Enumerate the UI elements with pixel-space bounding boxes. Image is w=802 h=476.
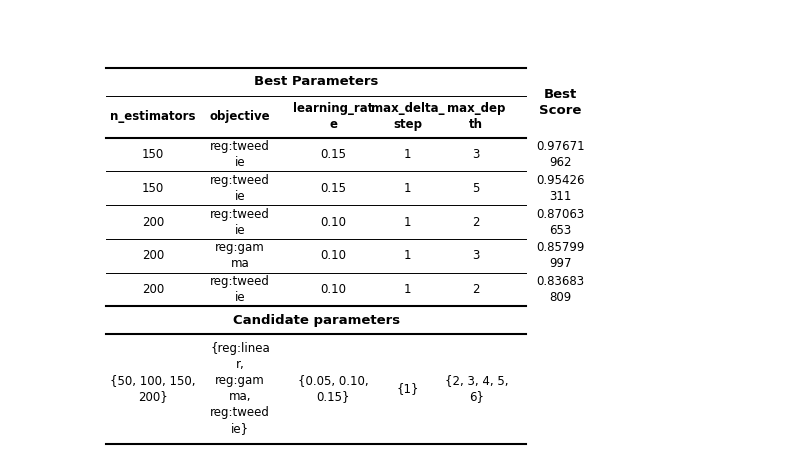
Text: max_dep
th: max_dep th (447, 102, 505, 131)
Text: 2: 2 (472, 216, 480, 228)
Text: learning_rat
e: learning_rat e (294, 102, 374, 131)
Text: 5: 5 (472, 182, 480, 195)
Text: {reg:linea
r,
reg:gam
ma,
reg:tweed
ie}: {reg:linea r, reg:gam ma, reg:tweed ie} (210, 342, 270, 436)
Text: 150: 150 (142, 148, 164, 161)
Text: 1: 1 (404, 182, 411, 195)
Text: max_delta_
step: max_delta_ step (371, 102, 444, 131)
Text: 200: 200 (142, 283, 164, 296)
Text: objective: objective (210, 110, 270, 123)
Text: 1: 1 (404, 283, 411, 296)
Text: reg:tweed
ie: reg:tweed ie (210, 275, 270, 304)
Text: 0.95426
311: 0.95426 311 (536, 174, 585, 203)
Text: 3: 3 (472, 249, 480, 262)
Text: 0.85799
997: 0.85799 997 (536, 241, 585, 270)
Text: 0.10: 0.10 (320, 283, 346, 296)
Text: 150: 150 (142, 182, 164, 195)
Text: {0.05, 0.10,
0.15}: {0.05, 0.10, 0.15} (298, 374, 369, 403)
Text: 0.15: 0.15 (320, 182, 346, 195)
Text: reg:tweed
ie: reg:tweed ie (210, 140, 270, 169)
Text: 2: 2 (472, 283, 480, 296)
Text: 1: 1 (404, 148, 411, 161)
Text: Candidate parameters: Candidate parameters (233, 314, 400, 327)
Text: 3: 3 (472, 148, 480, 161)
Text: reg:tweed
ie: reg:tweed ie (210, 174, 270, 203)
Text: Best Parameters: Best Parameters (254, 75, 379, 89)
Text: 0.87063
653: 0.87063 653 (536, 208, 585, 237)
Text: reg:gam
ma: reg:gam ma (215, 241, 265, 270)
Text: 1: 1 (404, 216, 411, 228)
Text: {50, 100, 150,
200}: {50, 100, 150, 200} (111, 374, 196, 403)
Text: reg:tweed
ie: reg:tweed ie (210, 208, 270, 237)
Text: 0.83683
809: 0.83683 809 (536, 275, 585, 304)
Text: 200: 200 (142, 216, 164, 228)
Text: 200: 200 (142, 249, 164, 262)
Text: 1: 1 (404, 249, 411, 262)
Text: 0.10: 0.10 (320, 216, 346, 228)
Text: {1}: {1} (397, 382, 419, 396)
Text: 0.15: 0.15 (320, 148, 346, 161)
Text: Best
Score: Best Score (539, 89, 581, 118)
Text: 0.97671
962: 0.97671 962 (536, 140, 585, 169)
Text: 0.10: 0.10 (320, 249, 346, 262)
Text: {2, 3, 4, 5,
6}: {2, 3, 4, 5, 6} (444, 374, 508, 403)
Text: n_estimators: n_estimators (111, 110, 196, 123)
